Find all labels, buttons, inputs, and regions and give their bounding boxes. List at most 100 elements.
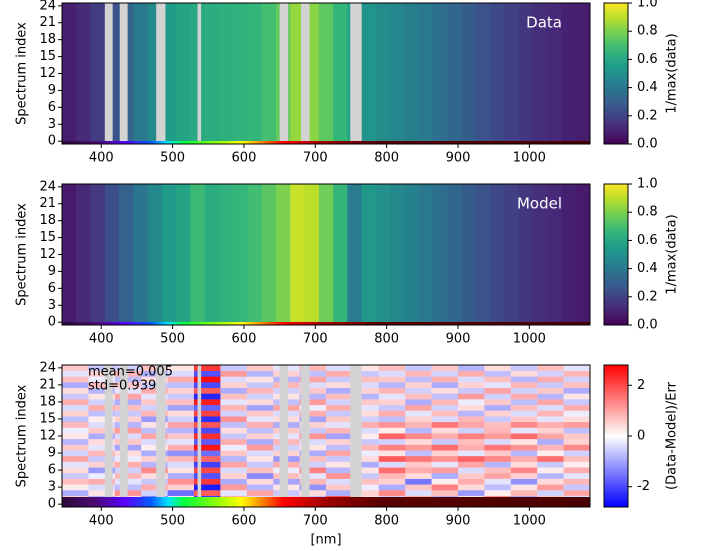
heatmap-cell bbox=[352, 399, 380, 406]
x-tick-label: 400 bbox=[89, 332, 114, 347]
heatmap-cell bbox=[88, 489, 116, 496]
y-tick-label: 12 bbox=[39, 66, 56, 81]
heatmap-cell bbox=[431, 450, 459, 457]
heatmap-cell bbox=[246, 365, 274, 371]
heatmap-cell bbox=[510, 489, 538, 496]
heatmap-column bbox=[575, 3, 591, 144]
heatmap-cell bbox=[141, 427, 168, 434]
heatmap-cell bbox=[484, 404, 512, 411]
heatmap-cell bbox=[537, 376, 564, 383]
heatmap-cell bbox=[88, 455, 116, 462]
heatmap-cell bbox=[326, 467, 353, 474]
heatmap-cell bbox=[167, 438, 195, 445]
panel: 400 500 600 700 800 900 1000 0 3 6 9 12 15 18 21 24 Spec… bbox=[15, 177, 680, 347]
heatmap-cell bbox=[299, 410, 327, 417]
heatmap-cell bbox=[299, 376, 327, 383]
colorbar-label: 1/max(data) bbox=[665, 33, 680, 113]
heatmap-cell bbox=[88, 382, 116, 389]
colorbar-tick-label: 0.2 bbox=[637, 108, 658, 123]
heatmap-cell bbox=[563, 365, 591, 371]
heatmap-cell bbox=[510, 450, 538, 457]
heatmap-cell bbox=[220, 444, 248, 451]
heatmap-cell bbox=[563, 489, 591, 496]
heatmap-cell bbox=[537, 438, 564, 445]
heatmap-cell bbox=[114, 450, 142, 457]
heatmap-cell bbox=[88, 365, 116, 371]
heatmap-cell bbox=[326, 433, 353, 440]
masked-band bbox=[156, 3, 166, 144]
heatmap-cell bbox=[378, 416, 406, 423]
colorbar-label: (Data-Model)/Err bbox=[665, 381, 680, 490]
heatmap-cell bbox=[458, 393, 485, 400]
x-tick-label: 900 bbox=[446, 332, 471, 347]
heatmap-cell bbox=[405, 472, 432, 479]
heatmap-cell bbox=[194, 399, 221, 406]
heatmap-cell bbox=[484, 365, 512, 371]
heatmap-cell bbox=[194, 427, 221, 434]
heatmap-cell bbox=[194, 450, 221, 457]
heatmap-cell bbox=[114, 399, 142, 406]
heatmap-cell bbox=[141, 382, 168, 389]
heatmap-cell bbox=[458, 444, 485, 451]
heatmap-column bbox=[575, 184, 591, 325]
heatmap-cell bbox=[62, 484, 89, 491]
heatmap-cell bbox=[88, 404, 116, 411]
heatmap-cell bbox=[62, 455, 89, 462]
heatmap-cell bbox=[88, 399, 116, 406]
heatmap-cell bbox=[458, 387, 485, 394]
heatmap-cell bbox=[88, 433, 116, 440]
heatmap-cell bbox=[405, 444, 432, 451]
y-tick-label: 24 bbox=[39, 179, 56, 194]
heatmap-cell bbox=[352, 433, 380, 440]
y-tick-label: 0 bbox=[48, 497, 56, 512]
heatmap-cell bbox=[114, 478, 142, 485]
heatmap-cell bbox=[378, 438, 406, 445]
heatmap-cell bbox=[563, 410, 591, 417]
heatmap-cell bbox=[405, 438, 432, 445]
heatmap-cell bbox=[299, 478, 327, 485]
masked-band bbox=[119, 3, 128, 144]
heatmap-cell bbox=[458, 489, 485, 496]
heatmap-cell bbox=[405, 416, 432, 423]
heatmap-cell bbox=[62, 393, 89, 400]
heatmap-cell bbox=[194, 444, 221, 451]
heatmap-column bbox=[247, 3, 263, 144]
heatmap-cell bbox=[299, 472, 327, 479]
heatmap-cell bbox=[537, 461, 564, 468]
heatmap-column bbox=[475, 3, 491, 144]
heatmap-cell bbox=[194, 438, 221, 445]
heatmap-cell bbox=[484, 427, 512, 434]
heatmap-cell bbox=[563, 370, 591, 377]
y-tick-label: 21 bbox=[39, 15, 56, 30]
panel-annotation: Model bbox=[517, 195, 562, 213]
heatmap-cell bbox=[114, 387, 142, 394]
heatmap-column bbox=[547, 3, 562, 144]
colorbar-tick-label: 0.0 bbox=[637, 318, 658, 333]
heatmap-cell bbox=[537, 410, 564, 417]
heatmap-cell bbox=[537, 387, 564, 394]
heatmap-column bbox=[218, 184, 234, 325]
x-tick-label: 1000 bbox=[513, 514, 546, 529]
heatmap-cell bbox=[458, 421, 485, 428]
heatmap-cell bbox=[220, 450, 248, 457]
heatmap-cell bbox=[431, 410, 459, 417]
colorbar-tick-label: -2 bbox=[637, 479, 650, 494]
heatmap-cell bbox=[352, 461, 380, 468]
heatmap-cell bbox=[326, 461, 353, 468]
heatmap-cell bbox=[88, 484, 116, 491]
heatmap-cell bbox=[114, 376, 142, 383]
heatmap-cell bbox=[194, 478, 221, 485]
colorbar-tick-label: 0.6 bbox=[637, 233, 658, 248]
heatmap-cell bbox=[194, 416, 221, 423]
heatmap-column bbox=[333, 3, 348, 144]
heatmap-cell bbox=[563, 427, 591, 434]
heatmap-cell bbox=[194, 484, 221, 491]
y-tick-label: 18 bbox=[39, 394, 56, 409]
heatmap-column bbox=[261, 3, 277, 144]
x-tick-label: 400 bbox=[89, 151, 114, 166]
heatmap-cell bbox=[141, 393, 168, 400]
heatmap-cell bbox=[458, 365, 485, 371]
heatmap-cell bbox=[537, 478, 564, 485]
heatmap-cell bbox=[88, 387, 116, 394]
